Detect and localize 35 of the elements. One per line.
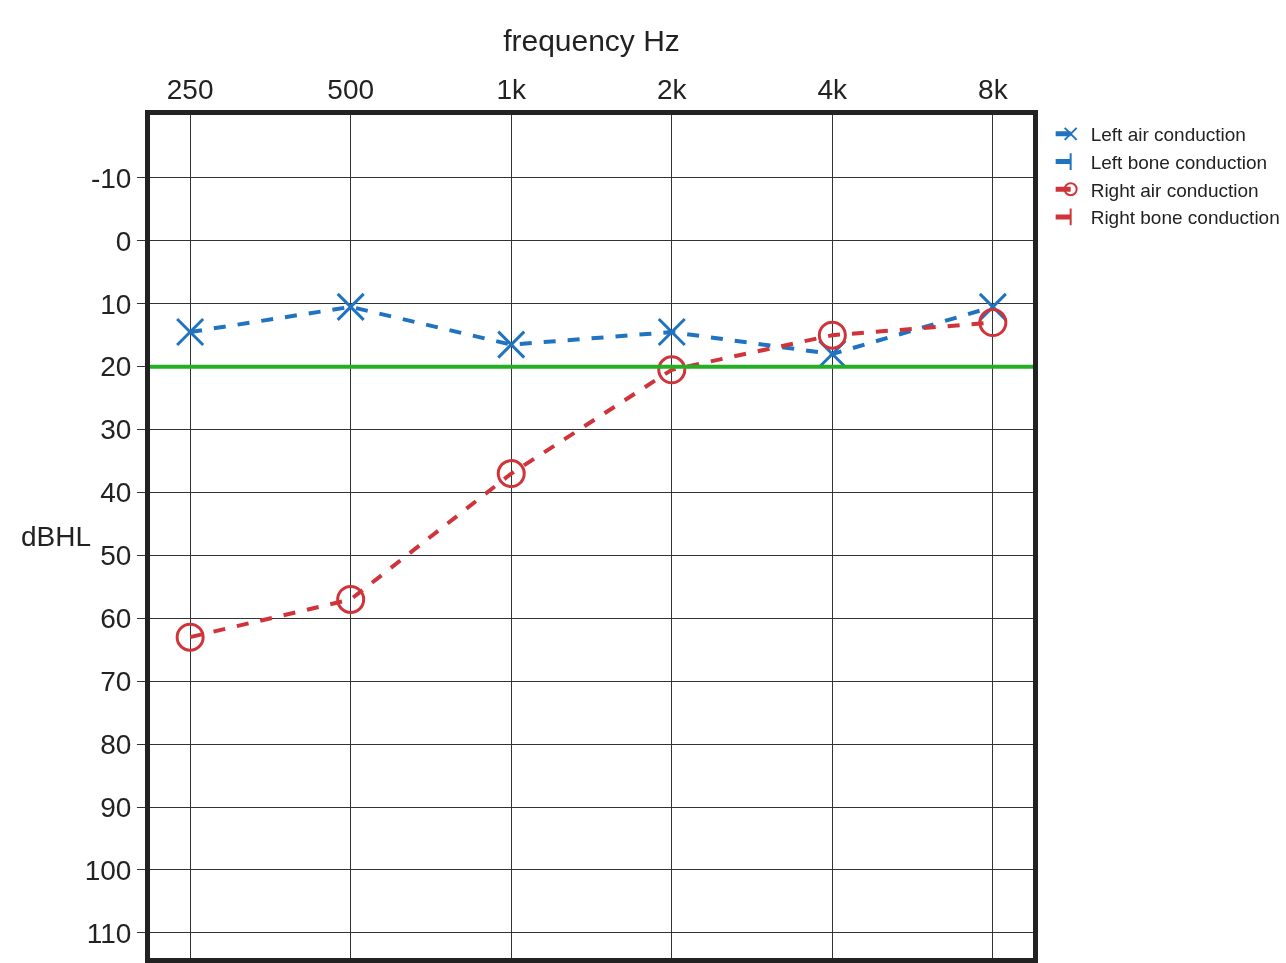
point bbox=[175, 622, 205, 652]
y-tick-label: 100 bbox=[84, 854, 132, 886]
x-tick-label: 4k bbox=[817, 73, 849, 105]
y-tick-label: 20 bbox=[100, 351, 132, 383]
x-axis-title: frequency Hz bbox=[503, 23, 680, 57]
point bbox=[496, 330, 526, 360]
x-tick-label: 250 bbox=[166, 73, 214, 105]
y-tick-label: 80 bbox=[100, 728, 132, 760]
y-tick-label: 70 bbox=[100, 665, 132, 697]
point bbox=[657, 317, 687, 347]
legend-label: Right air conduction bbox=[1090, 179, 1259, 201]
y-tick-label: -10 bbox=[90, 162, 132, 194]
x-tick-label: 500 bbox=[327, 73, 375, 105]
point bbox=[496, 459, 526, 489]
point bbox=[817, 320, 847, 350]
y-tick-label: 10 bbox=[100, 288, 132, 320]
y-tick-label: 40 bbox=[100, 477, 132, 509]
y-tick-label: 0 bbox=[115, 225, 132, 257]
y-tick-label: 30 bbox=[100, 414, 132, 446]
y-axis-title: dBHL bbox=[21, 521, 92, 552]
point bbox=[175, 317, 205, 347]
legend-label: Left air conduction bbox=[1090, 124, 1246, 146]
y-tick-label: 60 bbox=[100, 603, 132, 635]
point bbox=[336, 584, 366, 614]
x-tick-label: 2k bbox=[656, 73, 688, 105]
y-tick-label: 110 bbox=[86, 917, 132, 949]
y-tick-label: 90 bbox=[100, 791, 132, 823]
x-tick-label: 8k bbox=[978, 73, 1009, 105]
legend-label: Left bone conduction bbox=[1090, 151, 1268, 173]
point bbox=[336, 292, 366, 322]
x-tick-label: 1k bbox=[496, 73, 528, 105]
legend-label: Right bone conduction bbox=[1090, 207, 1280, 229]
point bbox=[978, 308, 1008, 338]
point bbox=[657, 355, 687, 385]
y-tick-label: 50 bbox=[100, 540, 132, 572]
